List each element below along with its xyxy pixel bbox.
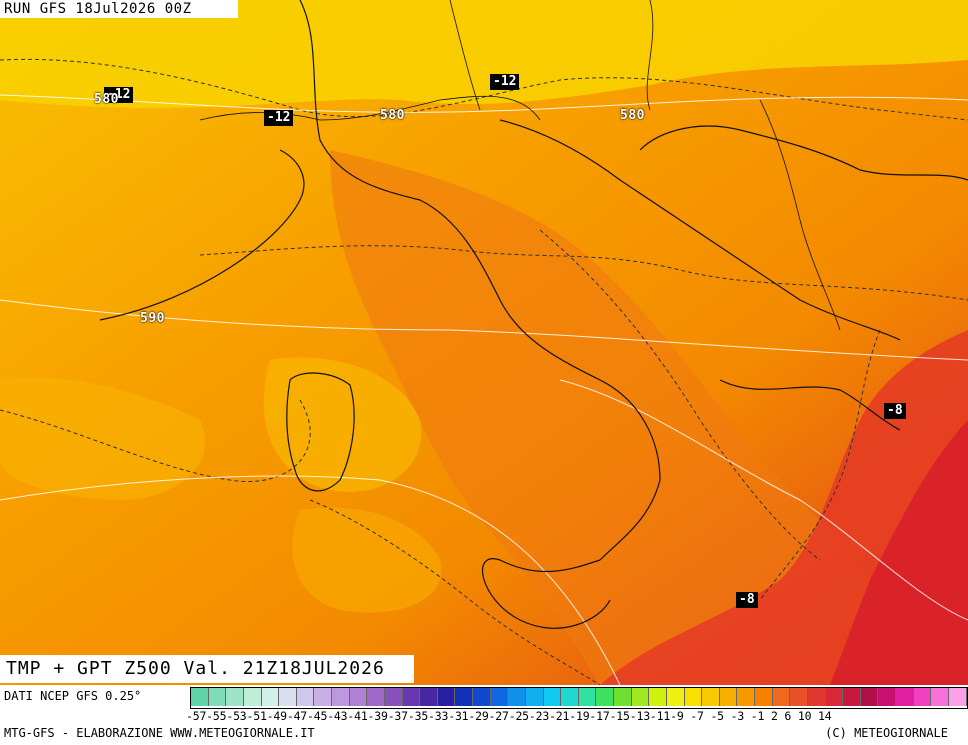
geopotential-label: 580 xyxy=(620,108,645,123)
color-swatch xyxy=(314,688,332,706)
geopotential-label: 580 xyxy=(380,108,405,123)
color-swatch xyxy=(596,688,614,706)
color-swatch xyxy=(332,688,350,706)
color-swatch xyxy=(402,688,421,706)
geopotential-label: 590 xyxy=(140,311,165,326)
cool-patch-south xyxy=(292,507,442,613)
color-swatch xyxy=(790,688,808,706)
run-label: RUN GFS 18Jul2026 00Z xyxy=(0,0,238,18)
color-scale-ticks: -57-55-53-51-49-47-45-43-41-39-37-35-33-… xyxy=(186,709,832,723)
warm-zone-north xyxy=(0,0,968,108)
color-scale xyxy=(190,687,968,709)
color-swatch xyxy=(261,688,280,706)
color-swatch xyxy=(878,688,896,706)
color-swatch xyxy=(684,688,703,706)
credit-right: (C) METEOGIORNALE xyxy=(825,726,948,740)
color-swatch xyxy=(666,688,685,706)
color-swatch xyxy=(455,688,473,706)
color-swatch xyxy=(825,688,844,706)
color-swatch xyxy=(843,688,861,706)
isotherm-lines xyxy=(0,58,968,685)
color-swatch xyxy=(525,688,544,706)
color-swatch xyxy=(367,688,385,706)
weather-map xyxy=(0,0,968,685)
color-swatch xyxy=(420,688,438,706)
color-swatch xyxy=(772,688,791,706)
color-swatch xyxy=(279,688,297,706)
color-swatch xyxy=(737,688,755,706)
coastlines xyxy=(99,0,968,629)
cool-patch-west xyxy=(0,377,206,500)
color-swatch xyxy=(208,688,227,706)
hottest-zone xyxy=(830,420,968,685)
geopotential-lines xyxy=(0,94,968,685)
color-swatch xyxy=(226,688,244,706)
color-swatch xyxy=(508,688,526,706)
source-label: DATI NCEP GFS 0.25° xyxy=(4,689,142,703)
color-swatch xyxy=(702,688,720,706)
color-swatch xyxy=(807,688,826,706)
color-swatch xyxy=(913,688,932,706)
temperature-label: -12 xyxy=(264,110,294,126)
color-swatch xyxy=(437,688,456,706)
temperature-label: -12 xyxy=(104,87,134,103)
borders xyxy=(199,0,841,331)
temperature-label: -8 xyxy=(884,403,906,419)
color-swatch xyxy=(931,688,949,706)
color-swatch xyxy=(719,688,738,706)
color-swatch xyxy=(631,688,650,706)
color-swatch xyxy=(755,688,773,706)
color-swatch xyxy=(649,688,667,706)
color-swatch xyxy=(191,688,209,706)
color-swatch xyxy=(896,688,914,706)
legend: DATI NCEP GFS 0.25° -57-55-53-51-49-47-4… xyxy=(0,685,968,745)
color-swatch xyxy=(561,688,579,706)
color-swatch xyxy=(473,688,491,706)
color-swatch xyxy=(296,688,315,706)
temperature-label: -8 xyxy=(736,592,758,608)
color-swatch xyxy=(384,688,403,706)
color-swatch xyxy=(578,688,597,706)
color-swatch xyxy=(543,688,562,706)
color-swatch xyxy=(349,688,368,706)
temperature-label: -12 xyxy=(490,74,520,90)
color-swatch xyxy=(243,688,262,706)
cool-patch-sardinia xyxy=(263,357,422,492)
geopotential-label: 580 xyxy=(94,92,119,107)
color-swatch xyxy=(490,688,509,706)
product-label: TMP + GPT Z500 Val. 21Z18JUL2026 xyxy=(0,655,414,683)
credit-left: MTG-GFS - ELABORAZIONE WWW.METEOGIORNALE… xyxy=(4,726,315,740)
color-swatch xyxy=(860,688,879,706)
color-swatch xyxy=(614,688,632,706)
color-swatch xyxy=(948,688,967,706)
